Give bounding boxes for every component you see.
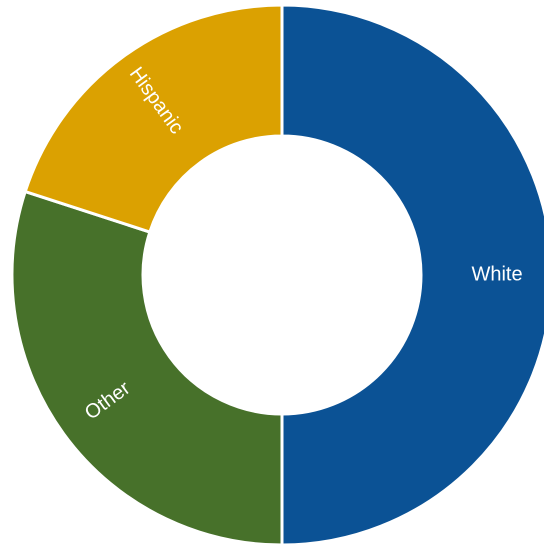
donut-slices (10, 3, 544, 545)
slice-hispanic (23, 3, 284, 234)
slice-other (10, 189, 284, 545)
slice-label-white: White (471, 263, 522, 285)
slice-white (280, 3, 544, 545)
